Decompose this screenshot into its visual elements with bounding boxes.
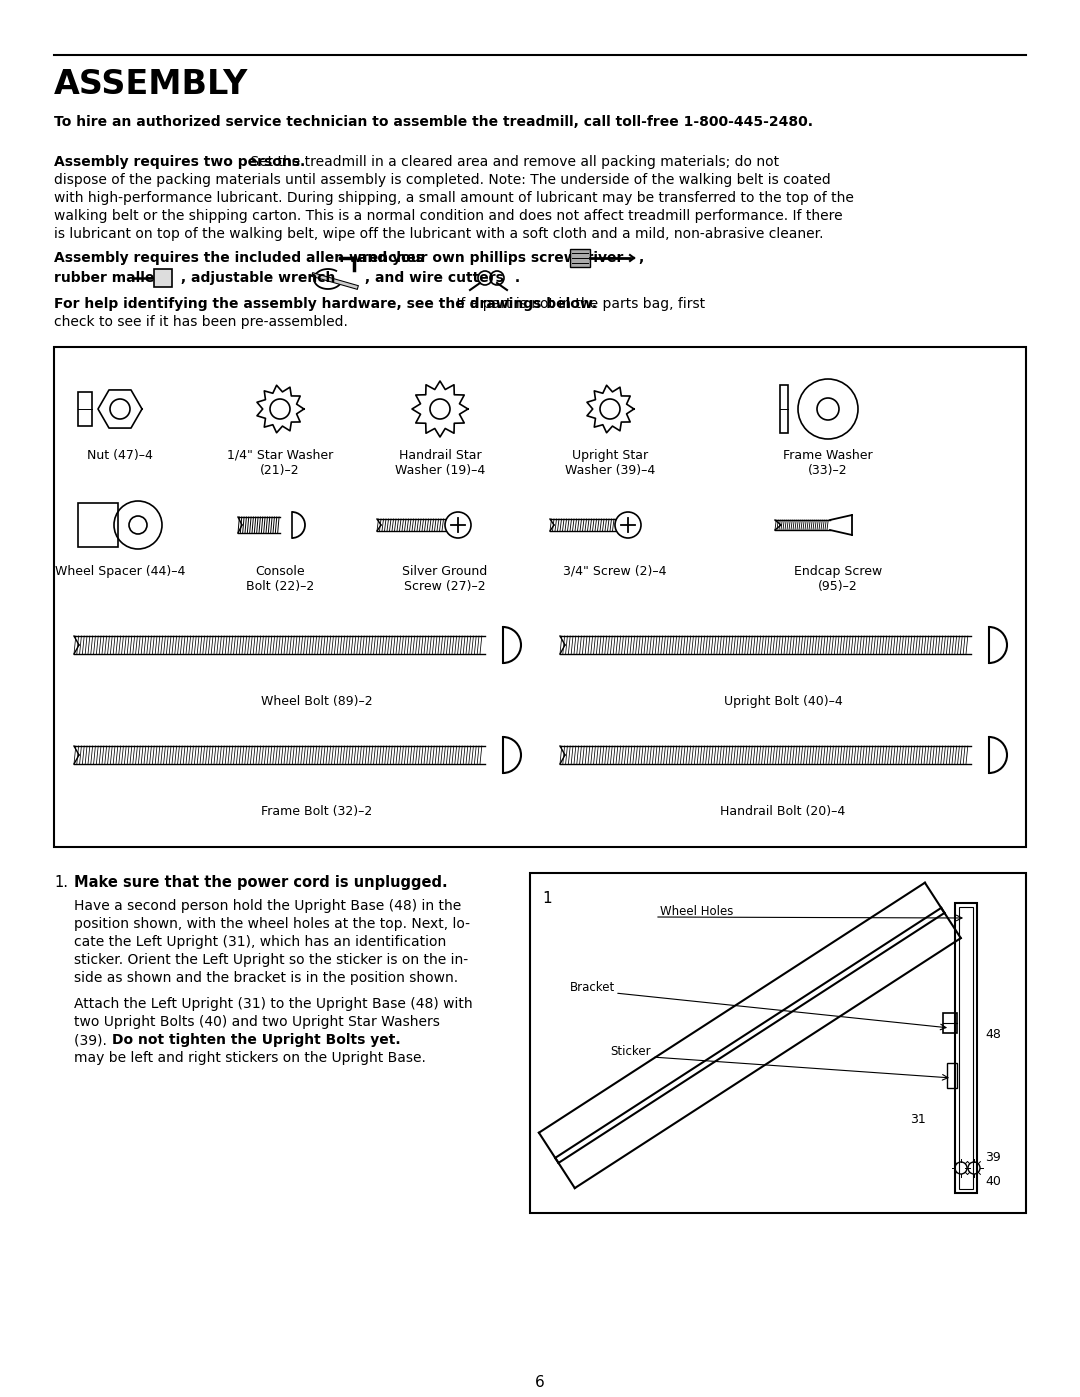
Text: 1.: 1. (54, 875, 68, 890)
Text: Frame Washer
(33)–2: Frame Washer (33)–2 (783, 448, 873, 476)
Text: Endcap Screw
(95)–2: Endcap Screw (95)–2 (794, 564, 882, 592)
Text: 1: 1 (542, 891, 552, 907)
Bar (78, 393, 92, 426)
Bar (78, 503, 118, 548)
Text: and your own phillips screwdriver: and your own phillips screwdriver (357, 251, 623, 265)
Text: Have a second person hold the Upright Base (48) in the: Have a second person hold the Upright Ba… (75, 900, 461, 914)
Text: , and wire cutters: , and wire cutters (360, 271, 504, 285)
Text: Nut (47)–4: Nut (47)–4 (87, 448, 153, 462)
Text: For help identifying the assembly hardware, see the drawings below.: For help identifying the assembly hardwa… (54, 298, 597, 312)
Text: Set the treadmill in a cleared area and remove all packing materials; do not: Set the treadmill in a cleared area and … (246, 155, 780, 169)
Text: Assembly requires the included allen wrenches: Assembly requires the included allen wre… (54, 251, 424, 265)
Text: Wheel Spacer (44)–4: Wheel Spacer (44)–4 (55, 564, 185, 578)
Text: Upright Star
Washer (39)–4: Upright Star Washer (39)–4 (565, 448, 656, 476)
Text: 3/4" Screw (2)–4: 3/4" Screw (2)–4 (564, 564, 666, 578)
Text: Attach the Left Upright (31) to the Upright Base (48) with: Attach the Left Upright (31) to the Upri… (75, 997, 473, 1011)
Bar (570, 249, 590, 267)
Text: sticker. Orient the Left Upright so the sticker is on the in-: sticker. Orient the Left Upright so the … (75, 953, 468, 967)
Bar (54, 346, 1026, 847)
Text: 40: 40 (985, 1175, 1001, 1187)
Text: side as shown and the bracket is in the position shown.: side as shown and the bracket is in the … (75, 971, 458, 985)
Text: Wheel Bolt (89)–2: Wheel Bolt (89)–2 (261, 694, 373, 708)
Text: Handrail Star
Washer (19)–4: Handrail Star Washer (19)–4 (395, 448, 485, 476)
Text: cate the Left Upright (31), which has an identification: cate the Left Upright (31), which has an… (75, 935, 446, 949)
Text: Handrail Bolt (20)–4: Handrail Bolt (20)–4 (720, 805, 846, 819)
Text: Make sure that the power cord is unplugged.: Make sure that the power cord is unplugg… (75, 875, 447, 890)
Bar (955, 902, 977, 1193)
Text: with high-performance lubricant. During shipping, a small amount of lubricant ma: with high-performance lubricant. During … (54, 191, 854, 205)
Text: 48: 48 (985, 1028, 1001, 1041)
Text: Do not tighten the Upright Bolts yet.: Do not tighten the Upright Bolts yet. (112, 1032, 401, 1046)
Text: Upright Bolt (40)–4: Upright Bolt (40)–4 (724, 694, 842, 708)
Text: Wheel Holes: Wheel Holes (660, 905, 733, 918)
Text: Bracket: Bracket (570, 981, 616, 995)
Bar (959, 907, 973, 1189)
Bar (947, 1063, 957, 1088)
Text: 6: 6 (535, 1375, 545, 1390)
Text: Sticker: Sticker (610, 1045, 650, 1058)
Text: dispose of the packing materials until assembly is completed. Note: The undersid: dispose of the packing materials until a… (54, 173, 831, 187)
Text: Console
Bolt (22)–2: Console Bolt (22)–2 (246, 564, 314, 592)
Text: position shown, with the wheel holes at the top. Next, lo-: position shown, with the wheel holes at … (75, 916, 470, 930)
Bar (530, 873, 1026, 1213)
Bar (943, 1013, 957, 1032)
Text: 39: 39 (985, 1151, 1001, 1164)
Text: To hire an authorized service technician to assemble the treadmill, call toll-fr: To hire an authorized service technician… (54, 115, 813, 129)
Text: ASSEMBLY: ASSEMBLY (54, 68, 248, 101)
Bar (154, 270, 172, 286)
Bar (780, 386, 788, 433)
Text: If a part is not in the parts bag, first: If a part is not in the parts bag, first (451, 298, 705, 312)
Text: rubber mallet: rubber mallet (54, 271, 161, 285)
Text: (39).: (39). (75, 1032, 111, 1046)
Text: 31: 31 (910, 1113, 926, 1126)
Text: two Upright Bolts (40) and two Upright Star Washers: two Upright Bolts (40) and two Upright S… (75, 1016, 440, 1030)
Text: 1/4" Star Washer
(21)–2: 1/4" Star Washer (21)–2 (227, 448, 333, 476)
Text: check to see if it has been pre-assembled.: check to see if it has been pre-assemble… (54, 314, 348, 330)
Text: Silver Ground
Screw (27)–2: Silver Ground Screw (27)–2 (403, 564, 488, 592)
Text: Frame Bolt (32)–2: Frame Bolt (32)–2 (261, 805, 373, 819)
Text: walking belt or the shipping carton. This is a normal condition and does not aff: walking belt or the shipping carton. Thi… (54, 210, 842, 224)
Text: may be left and right stickers on the Upright Base.: may be left and right stickers on the Up… (75, 1051, 426, 1065)
Text: is lubricant on top of the walking belt, wipe off the lubricant with a soft clot: is lubricant on top of the walking belt,… (54, 226, 824, 242)
Text: ,: , (638, 251, 644, 265)
Text: Assembly requires two persons.: Assembly requires two persons. (54, 155, 306, 169)
Text: .: . (510, 271, 521, 285)
Text: , adjustable wrench: , adjustable wrench (176, 271, 336, 285)
